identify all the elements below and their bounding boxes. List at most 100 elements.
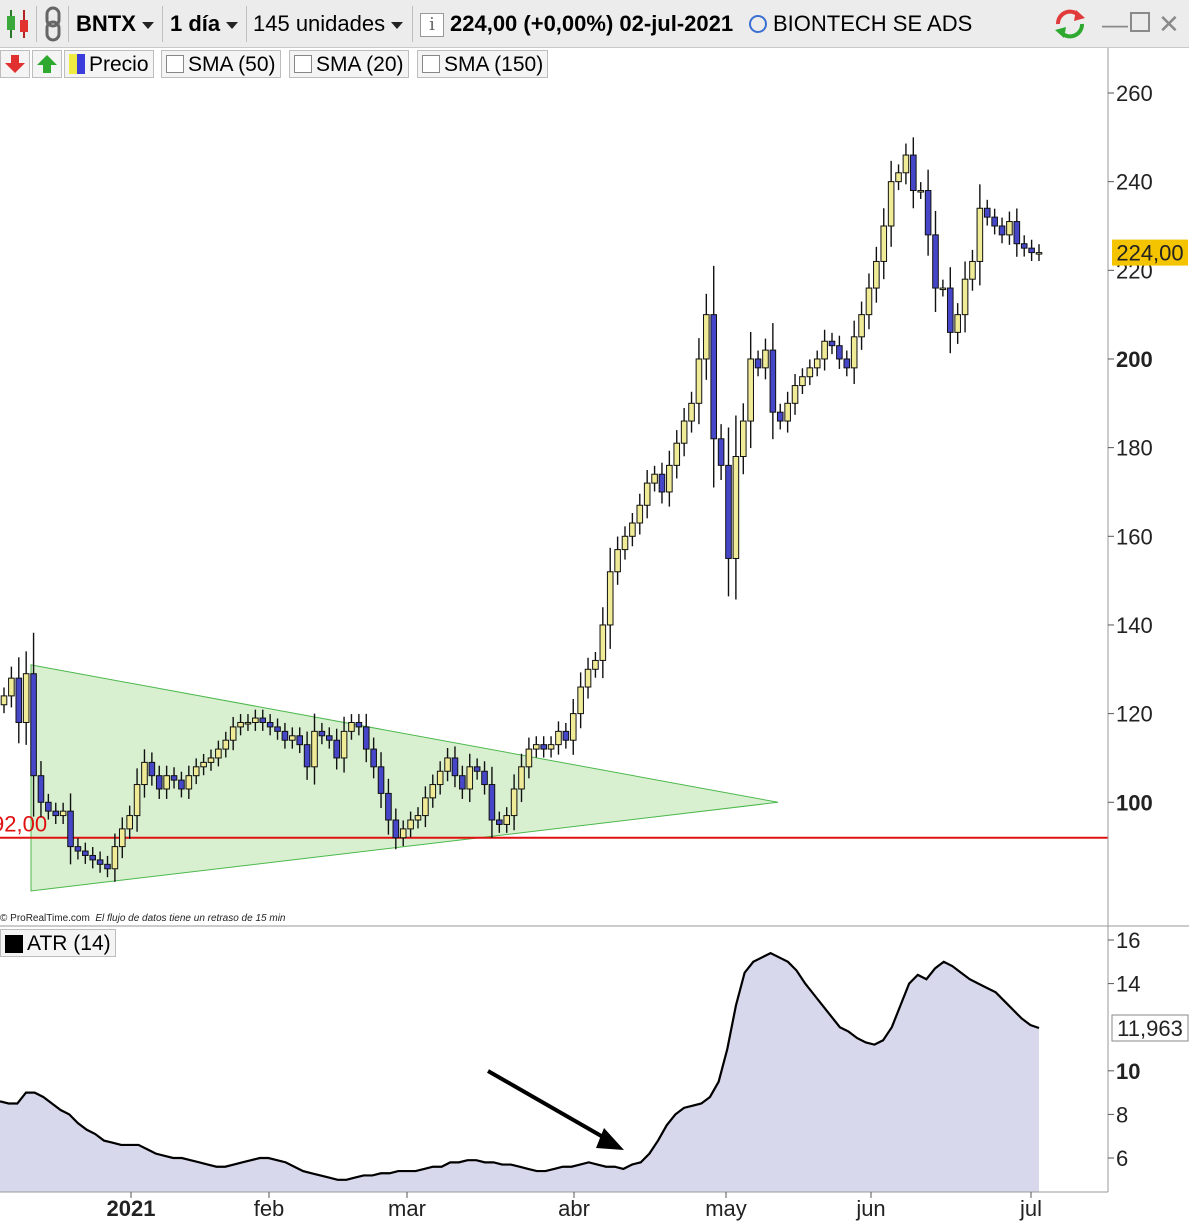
candle-body — [289, 735, 296, 741]
candle-body — [414, 815, 422, 821]
legend-sma20[interactable]: SMA (20) — [289, 50, 409, 78]
candle-body — [1035, 252, 1043, 255]
last-price-badge — [1112, 239, 1188, 266]
atr-panel[interactable] — [0, 951, 1040, 1192]
candle-body — [200, 761, 207, 768]
minimize-icon[interactable]: — — [1102, 9, 1128, 39]
candle — [673, 430, 681, 479]
candle-body — [791, 385, 799, 404]
candle — [688, 391, 695, 433]
legend-sma50[interactable]: SMA (50) — [161, 50, 281, 78]
legend-sma150[interactable]: SMA (150) — [417, 50, 549, 78]
candle — [873, 246, 880, 303]
toolbar: BNTX 1 día 145 unidades i 224,00 (+0,00%… — [0, 0, 1189, 48]
candle-body — [784, 402, 791, 422]
candle-body — [503, 815, 511, 825]
candle — [362, 713, 370, 763]
legend-price[interactable]: Precio — [64, 50, 154, 78]
units-selector[interactable]: 145 unidades — [253, 4, 404, 44]
candle-body — [850, 336, 858, 369]
maximize-icon[interactable] — [1130, 12, 1150, 32]
candle — [880, 208, 888, 280]
candle-body — [895, 172, 902, 183]
checkbox-icon — [422, 55, 440, 73]
timeframe-selector[interactable]: 1 día — [170, 4, 239, 44]
candle-body — [370, 748, 377, 768]
candle-body — [325, 735, 333, 741]
candle — [325, 727, 333, 749]
candlestick-icon[interactable] — [4, 8, 32, 40]
candle — [939, 279, 947, 297]
candle — [917, 182, 925, 199]
symbol-selector[interactable]: BNTX — [76, 4, 154, 44]
candle-body — [377, 766, 385, 794]
atr-legend-label: ATR (14) — [27, 932, 111, 955]
candle-body — [836, 345, 843, 360]
x-tick-label: abr — [558, 1196, 590, 1221]
candle-body — [932, 234, 939, 289]
candle-body — [52, 810, 60, 817]
candle — [858, 301, 865, 350]
candle-body — [754, 358, 762, 369]
x-tick-label: mar — [388, 1196, 426, 1221]
candle-body — [865, 287, 873, 316]
candle — [340, 716, 348, 773]
candle — [998, 217, 1006, 244]
candle — [717, 424, 725, 481]
candle — [200, 753, 207, 776]
price-panel[interactable]: 92,00 — [0, 137, 1108, 892]
candle-body — [725, 464, 732, 559]
candle-body — [673, 442, 681, 466]
y-tick-label: 100 — [1116, 790, 1153, 815]
candle-body — [392, 819, 400, 839]
candle — [710, 265, 718, 488]
close-icon[interactable]: ✕ — [1158, 9, 1180, 39]
candle — [658, 462, 666, 504]
candle-body — [244, 721, 252, 725]
candle — [1013, 208, 1021, 257]
candle — [333, 728, 340, 770]
candle — [30, 632, 37, 817]
link-icon[interactable] — [42, 6, 64, 42]
candle — [754, 350, 762, 377]
candle-body — [540, 744, 547, 750]
annotation-arrowhead — [596, 1128, 624, 1150]
info-icon[interactable]: i — [420, 13, 444, 37]
candle — [799, 368, 806, 395]
atr-color-swatch — [5, 935, 23, 953]
candle-body — [111, 846, 119, 870]
footer-delay: El flujo de datos tiene un retraso de 15… — [95, 913, 286, 924]
x-tick-label: feb — [254, 1196, 285, 1221]
annotation-arrow — [487, 1069, 611, 1143]
candle — [695, 338, 703, 425]
candle — [385, 778, 392, 835]
candle — [237, 714, 244, 736]
atr-legend[interactable]: ATR (14) — [0, 929, 116, 957]
candle-body — [599, 624, 607, 661]
candle — [614, 536, 621, 585]
candle-body — [141, 761, 148, 786]
candle — [555, 721, 562, 755]
candle — [865, 273, 873, 330]
candle — [983, 199, 991, 226]
sell-button[interactable] — [0, 50, 30, 78]
candle-body — [8, 677, 15, 697]
radio-icon[interactable] — [749, 15, 767, 33]
buy-button[interactable] — [32, 50, 62, 78]
atr-y-tick-label: 8 — [1116, 1102, 1128, 1127]
candle-body — [569, 713, 577, 741]
candle-body — [991, 216, 998, 227]
y-tick-label: 140 — [1116, 613, 1153, 638]
candle — [836, 335, 843, 369]
candle — [311, 713, 318, 785]
refresh-icon[interactable] — [1052, 6, 1088, 42]
candle-body — [444, 757, 451, 772]
candle — [82, 842, 89, 864]
candle-body — [488, 784, 496, 821]
candle — [178, 771, 185, 798]
candle-body — [67, 810, 74, 848]
candle-body — [104, 863, 111, 870]
candle-body — [355, 721, 363, 728]
